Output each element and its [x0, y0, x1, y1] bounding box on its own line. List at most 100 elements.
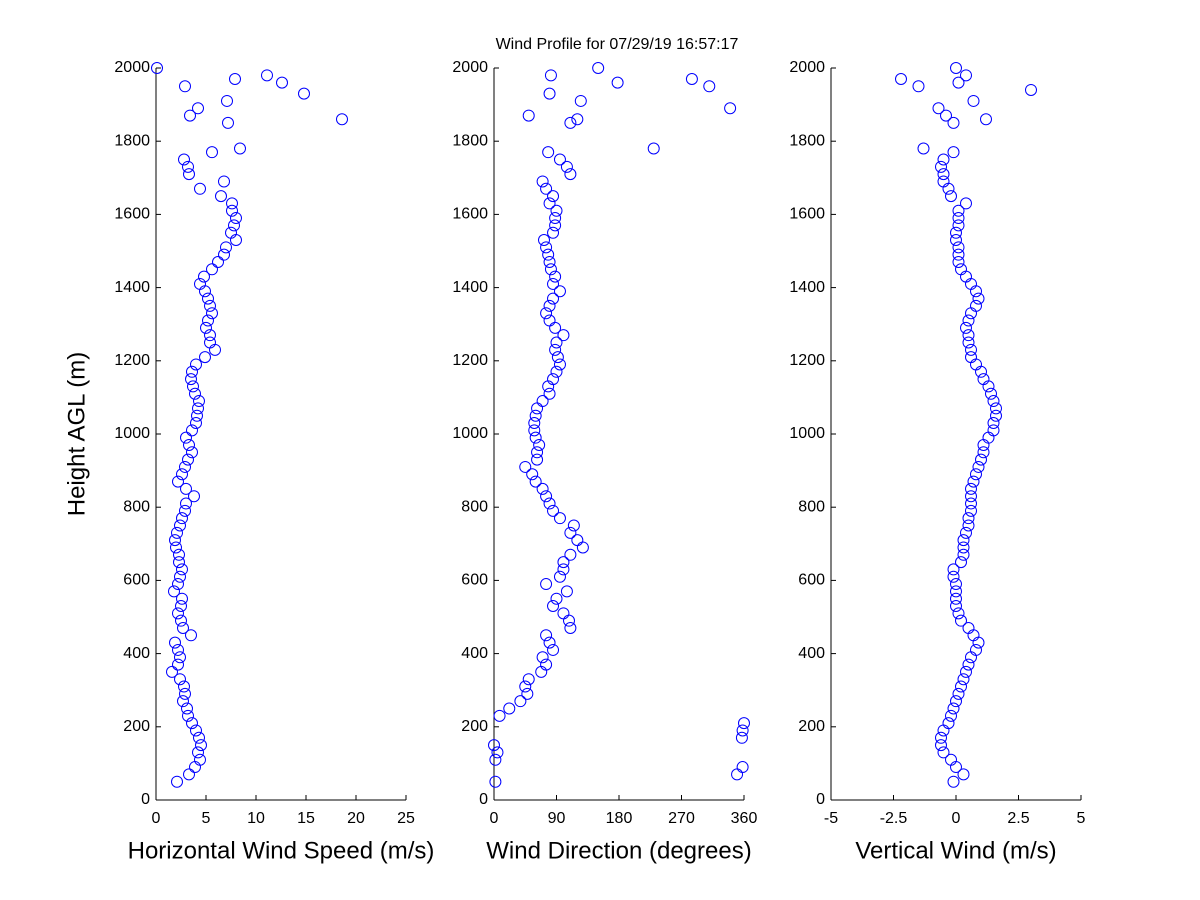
point — [935, 160, 947, 173]
point — [522, 109, 535, 122]
y-tick-label: 800 — [461, 498, 488, 515]
point — [549, 343, 562, 356]
point — [186, 717, 198, 730]
point — [972, 460, 985, 473]
point — [547, 292, 560, 305]
point — [543, 87, 556, 100]
point — [182, 160, 194, 173]
point — [952, 248, 965, 261]
point — [226, 204, 238, 217]
point — [935, 739, 947, 752]
point — [172, 475, 184, 488]
point — [182, 709, 194, 722]
point — [549, 219, 562, 232]
point — [937, 175, 950, 188]
y-tick-label: 1200 — [789, 352, 825, 369]
point — [547, 504, 560, 517]
point — [174, 651, 186, 664]
point — [564, 548, 577, 561]
point — [194, 182, 206, 195]
point — [169, 534, 181, 547]
point — [560, 585, 573, 598]
point — [175, 614, 187, 627]
point — [218, 175, 230, 188]
y-tick-label: 1200 — [452, 352, 488, 369]
x-tick-label: 270 — [668, 810, 695, 827]
point — [192, 102, 204, 115]
point — [171, 526, 183, 539]
y-tick-label: 0 — [141, 791, 150, 808]
y-tick-label: 1800 — [452, 132, 488, 149]
point — [564, 526, 577, 539]
y-tick-label: 1800 — [114, 132, 150, 149]
point — [519, 460, 532, 473]
x-tick-label: -2.5 — [880, 810, 908, 827]
point — [950, 600, 962, 613]
point — [206, 307, 218, 320]
point — [529, 475, 542, 488]
point — [950, 62, 962, 74]
point — [200, 321, 212, 334]
point — [526, 468, 539, 481]
point — [547, 373, 560, 386]
point — [261, 69, 273, 82]
point — [962, 658, 975, 671]
point — [647, 142, 660, 155]
point — [544, 69, 557, 82]
point — [935, 731, 947, 744]
point — [947, 702, 960, 715]
x-axis-label: Horizontal Wind Speed (m/s) — [128, 837, 435, 864]
point — [540, 490, 553, 503]
x-tick-label: 0 — [152, 810, 161, 827]
point — [218, 248, 230, 261]
point — [917, 142, 930, 155]
point — [186, 446, 198, 459]
point — [987, 417, 1000, 430]
point — [945, 753, 957, 766]
point — [553, 512, 566, 525]
point — [183, 438, 195, 451]
point — [184, 109, 196, 122]
point — [186, 365, 198, 378]
point — [204, 299, 216, 312]
point — [1025, 83, 1037, 96]
point — [960, 197, 972, 210]
point — [947, 146, 960, 159]
point — [181, 702, 193, 715]
point — [226, 197, 238, 210]
point — [178, 153, 190, 166]
point — [970, 299, 982, 312]
point — [206, 263, 218, 276]
point — [945, 709, 957, 722]
point — [553, 285, 566, 298]
point — [491, 746, 504, 759]
point — [550, 365, 563, 378]
point — [221, 94, 233, 107]
point — [977, 373, 990, 386]
point — [947, 570, 960, 583]
x-tick-label: 0 — [952, 810, 961, 827]
point — [542, 146, 555, 159]
point — [194, 277, 206, 290]
point — [952, 607, 965, 620]
x-tick-label: 10 — [247, 810, 265, 827]
point — [547, 226, 560, 239]
point — [564, 116, 577, 129]
point — [180, 497, 192, 510]
point — [543, 197, 556, 210]
point — [955, 614, 967, 627]
y-tick-label: 600 — [798, 572, 825, 589]
point — [172, 643, 184, 656]
point — [166, 665, 178, 678]
point — [204, 336, 216, 349]
point — [183, 168, 195, 181]
point — [220, 241, 232, 254]
point — [199, 351, 211, 364]
point — [185, 629, 197, 642]
point — [736, 761, 749, 774]
point — [972, 292, 985, 305]
point — [557, 563, 570, 576]
point — [970, 643, 982, 656]
point — [195, 739, 207, 752]
point — [514, 695, 527, 708]
